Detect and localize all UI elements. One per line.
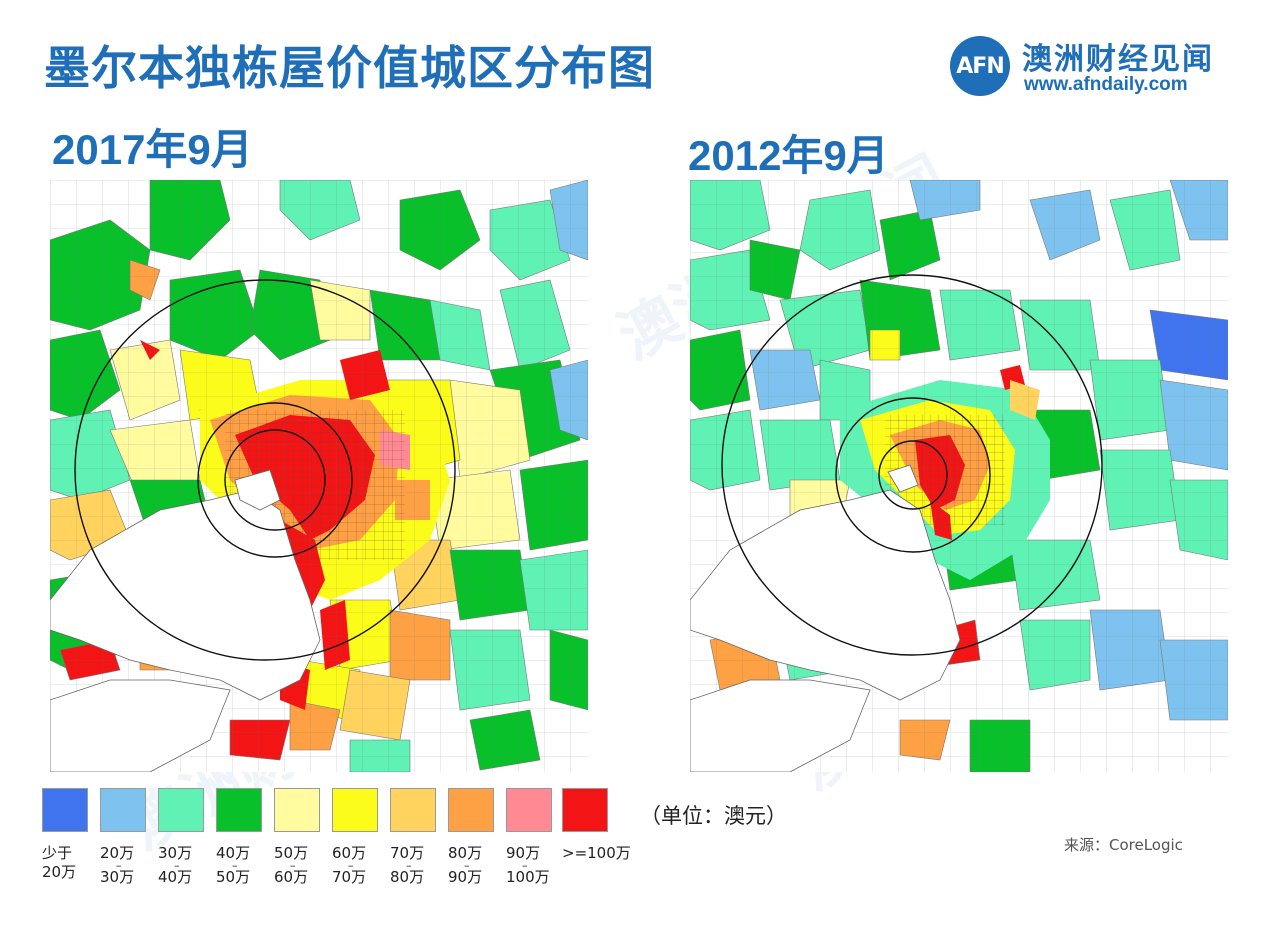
legend-label: 70万 – 80万 xyxy=(390,844,440,887)
legend-swatch xyxy=(448,788,494,832)
brand-name: 澳洲财经见闻 xyxy=(1022,42,1214,77)
legend-label-line1: 少于 xyxy=(42,844,73,862)
legend-swatch xyxy=(158,788,204,832)
legend-label: 40万 – 50万 xyxy=(216,844,266,887)
legend-item: 80万 – 90万 xyxy=(448,788,498,887)
legend-dash: – xyxy=(174,859,180,872)
legend-swatch xyxy=(216,788,262,832)
legend-label: >=100万 xyxy=(562,844,642,863)
legend-label-line1: 90万 xyxy=(506,844,541,862)
legend-label-line1: 80万 xyxy=(448,844,483,862)
legend-item: 70万 – 80万 xyxy=(390,788,440,887)
legend-item: 20万 – 30万 xyxy=(100,788,150,887)
legend-label: 60万 – 70万 xyxy=(332,844,382,887)
legend-swatch xyxy=(100,788,146,832)
map-title-2012: 2012年9月 xyxy=(688,132,889,179)
legend-item: 40万 – 50万 xyxy=(216,788,266,887)
legend-label: 50万 – 60万 xyxy=(274,844,324,887)
legend-label: 20万 – 30万 xyxy=(100,844,150,887)
page-title: 墨尔本独栋屋价值城区分布图 xyxy=(44,41,655,95)
legend-label-line1: 70万 xyxy=(390,844,425,862)
legend-item: 50万 – 60万 xyxy=(274,788,324,887)
source-label: 来源：CoreLogic xyxy=(1064,836,1183,854)
legend-label-line1: 40万 xyxy=(216,844,251,862)
legend-label-line2: 30万 xyxy=(100,868,135,886)
map-2017-icon xyxy=(50,180,588,772)
legend-item: >=100万 xyxy=(562,788,642,863)
legend-swatch xyxy=(562,788,608,832)
legend-label-line2: 60万 xyxy=(274,868,309,886)
legend-label: 80万 – 90万 xyxy=(448,844,498,887)
legend-swatch xyxy=(42,788,88,832)
legend-label-line1: >=100万 xyxy=(562,844,631,862)
legend-dash: – xyxy=(406,859,412,872)
legend-label-line2: 80万 xyxy=(390,868,425,886)
legend-label-line2: 90万 xyxy=(448,868,483,886)
legend-dash: – xyxy=(464,859,470,872)
legend-swatch xyxy=(506,788,552,832)
legend-label-line2: 40万 xyxy=(158,868,193,886)
legend-label: 少于 20万 xyxy=(42,844,92,882)
melbourne-map-2017 xyxy=(50,180,588,772)
legend-dash: – xyxy=(290,859,296,872)
legend-item: 90万 – 100万 xyxy=(506,788,556,887)
legend-dash: – xyxy=(348,859,354,872)
legend-label-line2: 20万 xyxy=(42,863,77,881)
legend-label-line1: 50万 xyxy=(274,844,309,862)
legend-label-line1: 60万 xyxy=(332,844,367,862)
legend-dash: – xyxy=(232,859,238,872)
map-title-2017: 2017年9月 xyxy=(52,126,253,173)
legend-label-line1: 20万 xyxy=(100,844,135,862)
legend-label-line2: 100万 xyxy=(506,868,550,886)
brand-url[interactable]: www.afndaily.com xyxy=(1024,74,1188,95)
brand-logo[interactable]: AFN 澳洲财经见闻 www.afndaily.com xyxy=(950,34,1250,98)
legend-dash: – xyxy=(116,859,122,872)
legend-item: 30万 – 40万 xyxy=(158,788,208,887)
legend-swatch xyxy=(274,788,320,832)
unit-label: （单位：澳元） xyxy=(640,804,787,828)
afn-logo-icon: AFN xyxy=(950,36,1010,96)
map-2012-icon xyxy=(690,180,1228,772)
legend-label: 90万 – 100万 xyxy=(506,844,556,887)
legend-swatch xyxy=(390,788,436,832)
legend-label-line2: 70万 xyxy=(332,868,367,886)
legend-item: 60万 – 70万 xyxy=(332,788,382,887)
legend-dash: – xyxy=(522,859,528,872)
legend-swatch xyxy=(332,788,378,832)
legend-label-line2: 50万 xyxy=(216,868,251,886)
legend-label-line1: 30万 xyxy=(158,844,193,862)
legend-item: 少于 20万 xyxy=(42,788,92,882)
melbourne-map-2012 xyxy=(690,180,1228,772)
legend-label: 30万 – 40万 xyxy=(158,844,208,887)
